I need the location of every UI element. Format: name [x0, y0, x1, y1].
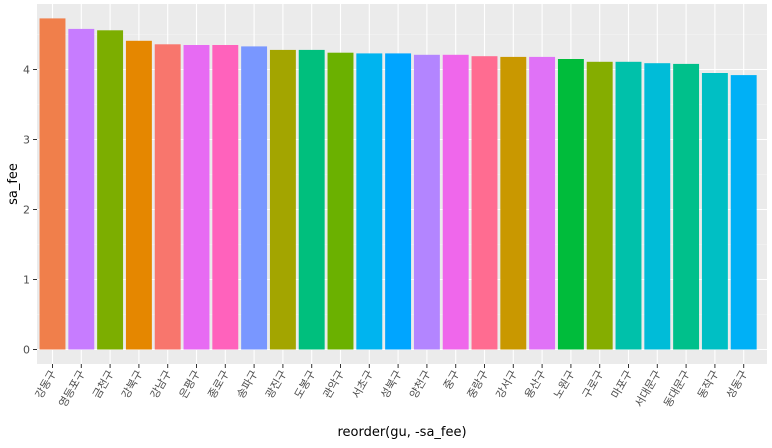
bar — [125, 40, 152, 350]
bar — [529, 56, 556, 350]
x-axis-title: reorder(gu, -sa_fee) — [337, 425, 466, 440]
y-axis: 0 1 2 3 4 — [23, 64, 37, 357]
bar — [557, 59, 584, 350]
bar — [154, 44, 181, 350]
y-tick-label: 4 — [23, 64, 30, 77]
bar — [413, 54, 440, 350]
bar — [442, 54, 469, 350]
bar — [500, 56, 527, 350]
bar — [39, 18, 66, 350]
bar — [471, 56, 498, 350]
y-tick-label: 0 — [23, 344, 30, 357]
bar — [673, 63, 700, 350]
bar — [586, 61, 613, 350]
bar — [730, 75, 757, 350]
bar — [701, 73, 728, 350]
bar — [385, 53, 412, 350]
bar — [97, 30, 124, 350]
bar — [298, 49, 325, 350]
y-tick-label: 3 — [23, 134, 30, 147]
bar — [183, 45, 210, 350]
y-axis-title: sa_fee — [6, 163, 21, 205]
bar — [269, 49, 296, 350]
bar — [644, 63, 671, 350]
bars — [39, 18, 757, 350]
bar — [356, 53, 383, 350]
y-tick-label: 1 — [23, 274, 30, 287]
bar — [68, 28, 95, 350]
bar — [327, 52, 354, 350]
bar — [241, 46, 268, 350]
bar — [615, 61, 642, 350]
y-tick-label: 2 — [23, 204, 30, 217]
bar — [212, 45, 239, 350]
